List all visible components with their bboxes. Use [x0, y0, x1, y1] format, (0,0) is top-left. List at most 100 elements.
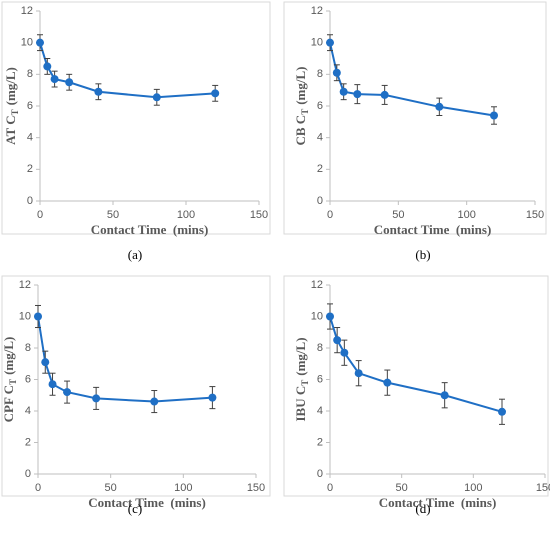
x-tick-label: 150 — [247, 482, 265, 494]
y-tick-label: 8 — [27, 68, 33, 80]
data-point — [63, 388, 72, 397]
data-point — [354, 369, 363, 378]
y-label-sub: T — [300, 109, 310, 115]
data-point — [332, 68, 341, 77]
data-point — [152, 93, 161, 102]
data-point — [380, 90, 389, 99]
y-tick-label: 0 — [317, 195, 323, 207]
y-label-main: IBU C — [293, 386, 308, 422]
x-axis-label: Contact Time (mins) — [379, 495, 497, 510]
x-tick-label: 0 — [327, 482, 333, 494]
x-tick-label: 0 — [37, 209, 43, 221]
y-axis-label: AT CT (mg/L) — [3, 67, 20, 145]
data-point — [326, 38, 334, 47]
y-tick-label: 2 — [317, 436, 323, 448]
data-point — [50, 75, 59, 84]
panel-label: (d) — [415, 501, 430, 516]
y-axis-label: CPF CT (mg/L) — [1, 337, 18, 423]
y-tick-label: 12 — [19, 279, 31, 291]
y-tick-label: 4 — [27, 132, 33, 144]
data-point — [208, 393, 217, 402]
data-line — [37, 316, 213, 403]
y-label-sub: T — [8, 379, 18, 385]
y-tick-label: 8 — [25, 342, 31, 354]
x-tick-label: 100 — [177, 209, 195, 221]
x-tick-label: 0 — [327, 209, 333, 221]
data-point — [440, 391, 449, 400]
y-label-sub: T — [10, 109, 20, 115]
data-point — [92, 394, 101, 403]
y-label-unit: (mg/L) — [3, 67, 18, 105]
y-label-sub: T — [300, 380, 310, 386]
data-point — [435, 102, 444, 111]
y-tick-label: 10 — [19, 310, 31, 322]
y-tick-label: 2 — [25, 436, 31, 448]
data-point — [65, 78, 74, 87]
y-tick-label: 6 — [25, 373, 31, 385]
data-point — [333, 336, 342, 345]
data-point — [353, 90, 362, 99]
data-point — [36, 38, 44, 47]
x-axis-label: Contact Time (mins) — [88, 495, 206, 510]
y-tick-label: 12 — [311, 5, 323, 17]
y-tick-label: 8 — [317, 342, 323, 354]
data-point — [490, 111, 498, 120]
y-tick-label: 4 — [317, 405, 323, 417]
data-point — [498, 407, 506, 416]
x-tick-label: 150 — [536, 482, 550, 494]
panel-label: (c) — [128, 501, 142, 516]
y-tick-label: 8 — [317, 68, 323, 80]
data-point — [150, 397, 159, 406]
data-line — [329, 42, 495, 117]
panel-frame — [1, 275, 271, 497]
y-tick-label: 6 — [317, 373, 323, 385]
data-point — [43, 62, 52, 71]
y-tick-label: 0 — [27, 195, 33, 207]
data-point — [94, 87, 103, 96]
data-line — [329, 316, 503, 413]
panel: 0 2 4 6 8 10 12 0 50 100 150 Contact Time (mins) CPF… — [1, 275, 271, 510]
data-point — [41, 358, 50, 367]
x-tick-label: 100 — [464, 482, 482, 494]
x-tick-label: 150 — [526, 209, 544, 221]
x-tick-label: 100 — [457, 209, 475, 221]
y-label-unit: (mg/L) — [293, 337, 308, 375]
y-tick-label: 10 — [21, 37, 33, 49]
y-label-main: AT C — [3, 115, 18, 145]
x-tick-label: 0 — [35, 482, 41, 494]
x-tick-label: 100 — [174, 482, 192, 494]
x-axis-label: Contact Time (mins) — [374, 222, 492, 237]
x-tick-label: 50 — [107, 209, 119, 221]
y-tick-label: 12 — [311, 279, 323, 291]
y-tick-label: 2 — [317, 163, 323, 175]
panel-frame — [283, 275, 549, 497]
panel-label: (b) — [415, 247, 430, 262]
data-point — [339, 87, 348, 96]
x-tick-label: 50 — [396, 482, 408, 494]
data-point — [383, 378, 392, 387]
y-tick-label: 10 — [311, 37, 323, 49]
y-tick-label: 6 — [317, 100, 323, 112]
panel-frame — [283, 1, 547, 235]
y-tick-label: 6 — [27, 100, 33, 112]
x-axis-label: Contact Time (mins) — [91, 222, 209, 237]
data-point — [34, 312, 42, 321]
data-point — [48, 380, 57, 389]
y-tick-label: 4 — [317, 132, 323, 144]
panel: 0 2 4 6 8 10 12 0 50 100 150 Contact Time (mins) CB … — [283, 1, 547, 237]
y-axis-label: IBU CT (mg/L) — [293, 337, 310, 421]
y-tick-label: 0 — [25, 468, 31, 480]
data-point — [326, 312, 334, 321]
data-point — [340, 348, 349, 357]
y-label-main: CPF C — [1, 385, 16, 422]
x-tick-label: 50 — [392, 209, 404, 221]
data-point — [211, 89, 220, 98]
data-line — [39, 42, 216, 99]
panel-label: (a) — [128, 247, 142, 262]
x-tick-label: 150 — [250, 209, 268, 221]
y-tick-label: 10 — [311, 310, 323, 322]
x-tick-label: 50 — [105, 482, 117, 494]
y-tick-label: 12 — [21, 5, 33, 17]
y-tick-label: 2 — [27, 163, 33, 175]
